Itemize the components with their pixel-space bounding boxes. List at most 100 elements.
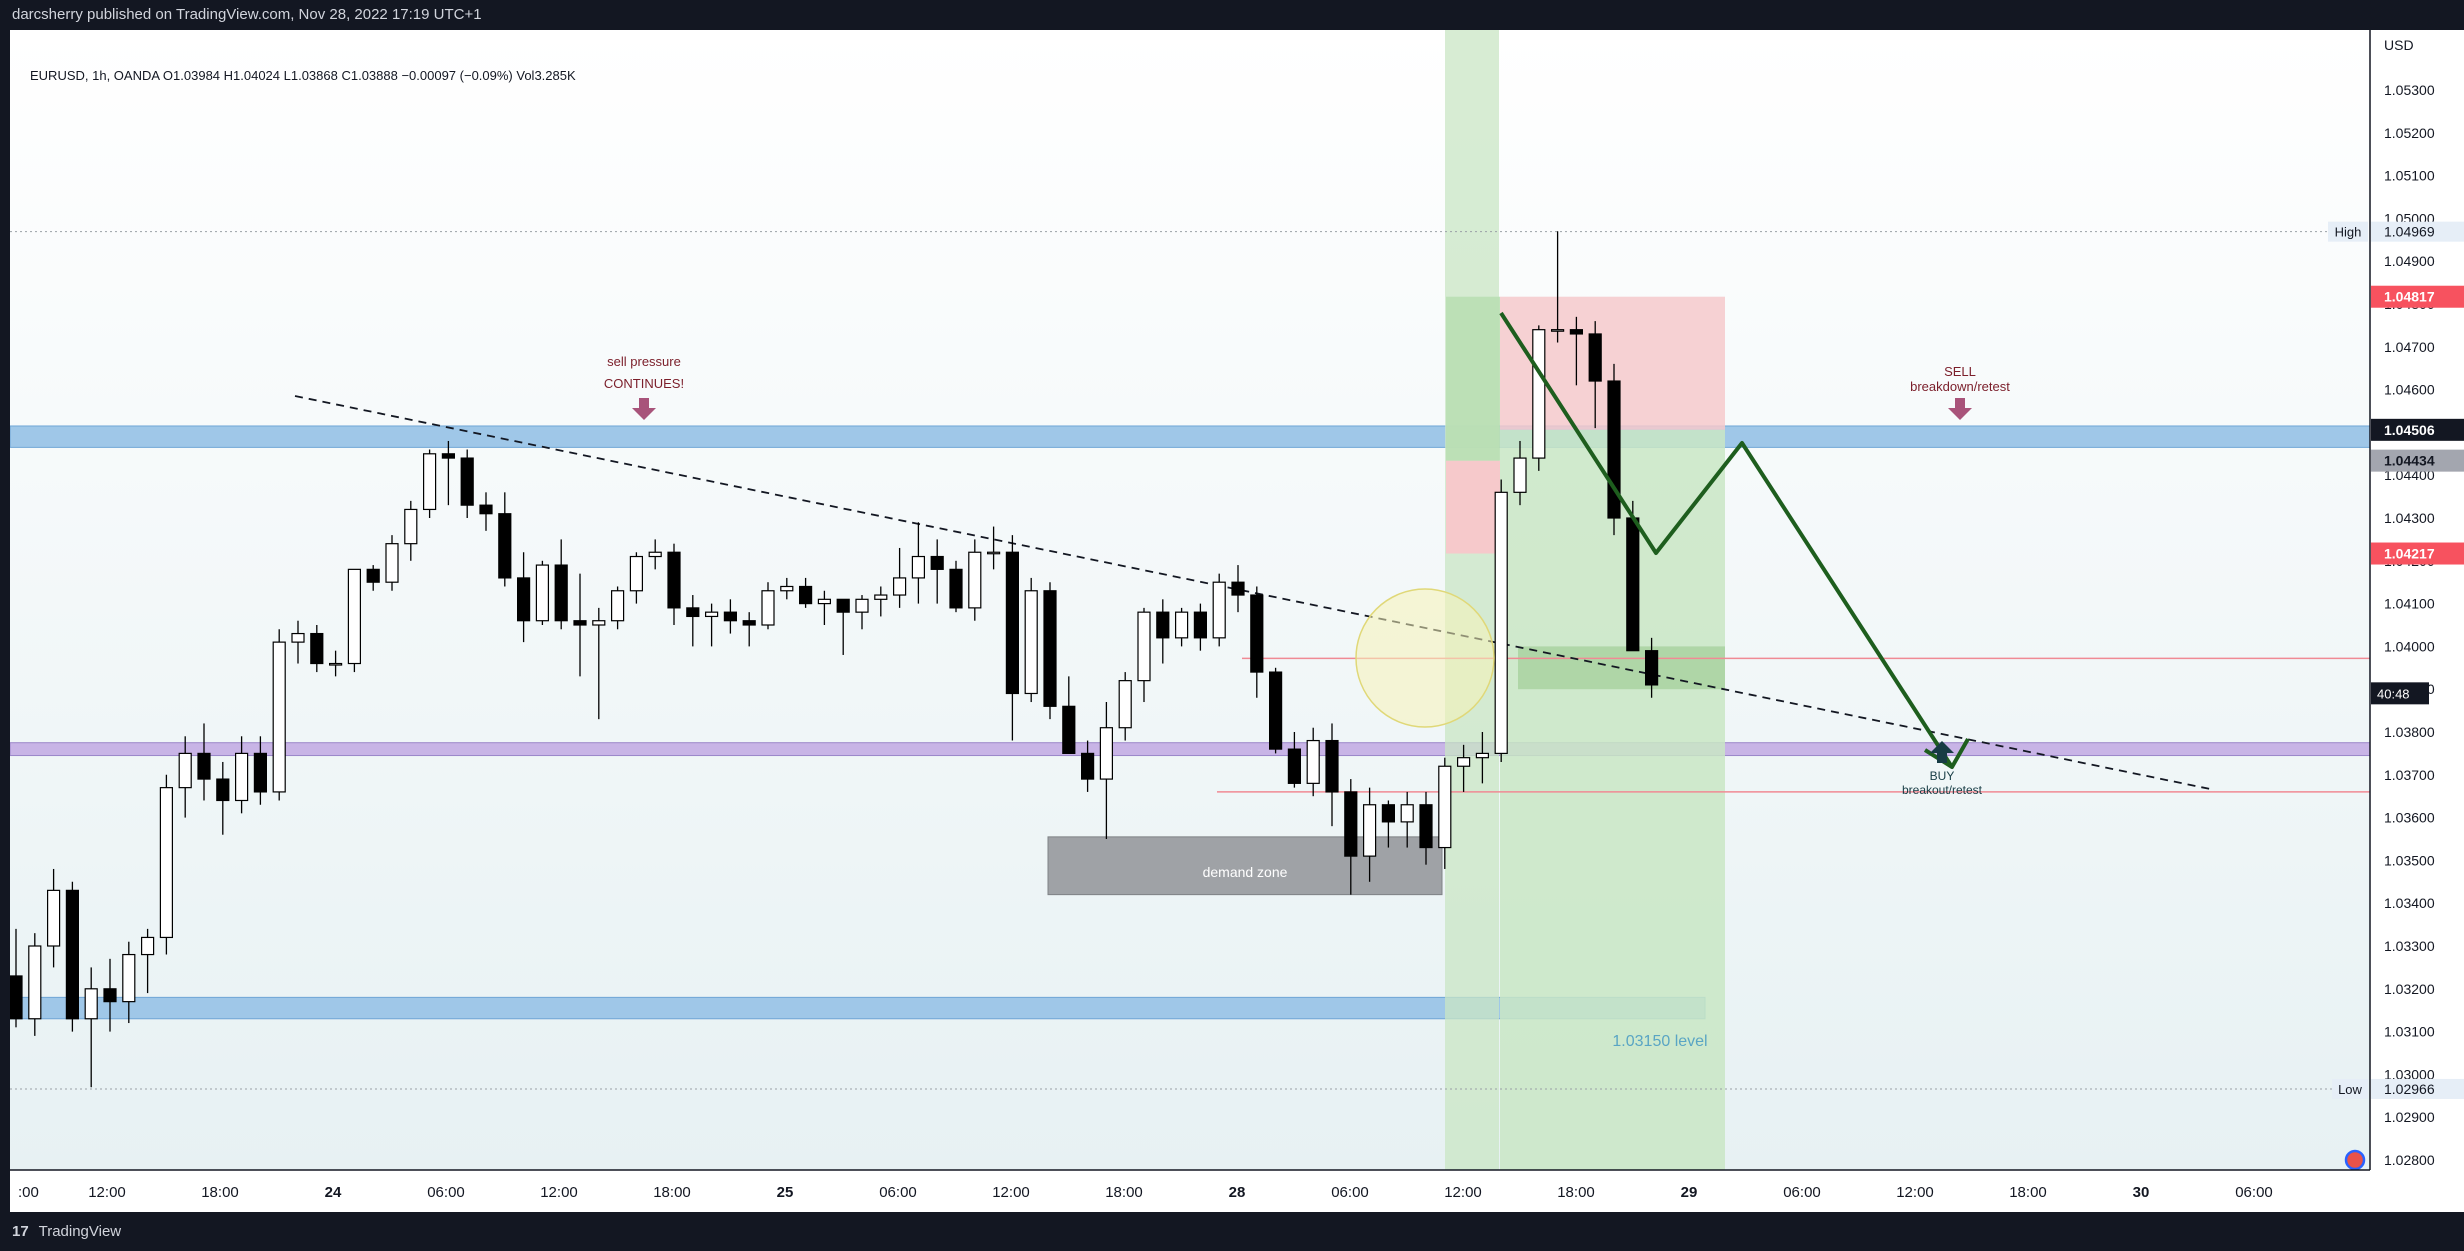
candle[interactable] [535, 560, 550, 625]
candle[interactable] [949, 560, 963, 613]
resistance-zone-blue[interactable] [9, 425, 2371, 448]
alert-icon[interactable] [2344, 1149, 2366, 1171]
price-chart[interactable]: sell pressure CONTINUES! SELLbreakdown/ret… [9, 30, 2464, 1212]
candle[interactable] [423, 449, 437, 518]
demand-zone-box[interactable] [1047, 836, 1443, 896]
candle[interactable] [84, 967, 98, 1088]
candle[interactable] [704, 603, 719, 647]
candle[interactable] [930, 539, 944, 604]
candle[interactable] [1607, 363, 1621, 536]
long-stop-zone[interactable] [1446, 460, 1500, 554]
candle[interactable] [460, 449, 474, 518]
candle[interactable] [610, 586, 625, 630]
candle[interactable] [103, 958, 117, 1032]
candle[interactable] [1644, 637, 1659, 698]
candle[interactable] [1381, 800, 1396, 848]
candle[interactable] [479, 492, 493, 531]
candle[interactable] [1494, 479, 1508, 762]
candle[interactable] [1513, 440, 1527, 506]
candle[interactable] [159, 774, 173, 955]
candle[interactable] [1569, 316, 1584, 386]
candle[interactable] [46, 868, 61, 968]
candle[interactable] [178, 736, 192, 818]
candle[interactable] [385, 535, 399, 591]
candle[interactable] [65, 881, 80, 1032]
time-axis-panel[interactable] [10, 1170, 2370, 1212]
candle[interactable] [122, 941, 136, 1024]
candle[interactable] [197, 723, 211, 801]
candle[interactable] [780, 577, 794, 600]
descending-trendline[interactable] [294, 395, 2216, 791]
candle[interactable] [817, 590, 832, 625]
candle[interactable] [9, 928, 23, 1028]
candle[interactable] [253, 736, 267, 805]
candle[interactable] [1362, 787, 1377, 882]
candle[interactable] [592, 607, 606, 720]
candle[interactable] [986, 526, 1001, 570]
candle[interactable] [1193, 603, 1208, 651]
candle[interactable] [404, 500, 418, 561]
candle[interactable] [1400, 791, 1414, 848]
candle[interactable] [855, 595, 869, 630]
candle[interactable] [329, 650, 343, 677]
candle[interactable] [347, 568, 361, 673]
candle[interactable] [1080, 740, 1095, 792]
candle[interactable] [1156, 599, 1170, 664]
candle[interactable] [667, 543, 681, 625]
candle[interactable] [723, 599, 738, 634]
short-target-zone[interactable] [1500, 429, 1725, 1170]
candle[interactable] [366, 565, 380, 591]
candle[interactable] [648, 539, 662, 570]
candle[interactable] [310, 625, 324, 673]
candle[interactable] [1325, 723, 1339, 827]
candle[interactable] [28, 933, 42, 1036]
candle[interactable] [1344, 779, 1358, 895]
candle[interactable] [554, 539, 568, 630]
highlight-circle[interactable] [1355, 588, 1495, 728]
candle[interactable] [1174, 607, 1189, 647]
candle[interactable] [1306, 727, 1320, 797]
candle[interactable] [1475, 732, 1490, 784]
chart-frame[interactable]: sell pressure CONTINUES! SELL breakdown/ret… [9, 30, 2464, 1212]
candle[interactable] [1062, 676, 1076, 755]
candle[interactable] [1250, 586, 1264, 698]
candle[interactable] [291, 620, 305, 664]
footer-brand[interactable]: TradingView [38, 1223, 122, 1240]
candle[interactable] [1287, 732, 1302, 788]
candle[interactable] [1456, 744, 1471, 792]
candle[interactable] [798, 577, 813, 608]
candle[interactable] [1550, 231, 1565, 343]
candle[interactable] [1118, 672, 1132, 741]
candle[interactable] [498, 492, 512, 587]
candle[interactable] [1043, 582, 1057, 720]
candle[interactable] [742, 612, 756, 647]
candle[interactable] [1532, 325, 1546, 471]
candle[interactable] [836, 598, 850, 655]
candle[interactable] [1268, 667, 1283, 754]
candle[interactable] [1231, 565, 1245, 613]
candle[interactable] [892, 547, 907, 608]
candle[interactable] [141, 928, 155, 994]
candle[interactable] [1419, 791, 1433, 865]
candle[interactable] [1005, 535, 1020, 741]
long-target-zone[interactable] [1446, 296, 1500, 461]
candle[interactable] [1212, 573, 1226, 647]
candle[interactable] [629, 552, 644, 604]
candle[interactable] [235, 736, 249, 814]
candle[interactable] [272, 629, 286, 801]
candle[interactable] [573, 573, 587, 677]
candle[interactable] [1438, 757, 1452, 869]
candle[interactable] [761, 582, 775, 630]
candle[interactable] [216, 761, 230, 835]
projection-path[interactable] [1499, 311, 1954, 769]
candle[interactable] [1588, 321, 1602, 429]
candle[interactable] [517, 552, 531, 643]
candle[interactable] [441, 440, 455, 506]
candle[interactable] [1626, 500, 1640, 652]
candle[interactable] [1024, 577, 1038, 703]
candle[interactable] [911, 522, 926, 604]
candle[interactable] [686, 595, 700, 647]
candle[interactable] [1137, 607, 1151, 703]
candle[interactable] [968, 539, 982, 621]
candle[interactable] [1099, 702, 1114, 839]
